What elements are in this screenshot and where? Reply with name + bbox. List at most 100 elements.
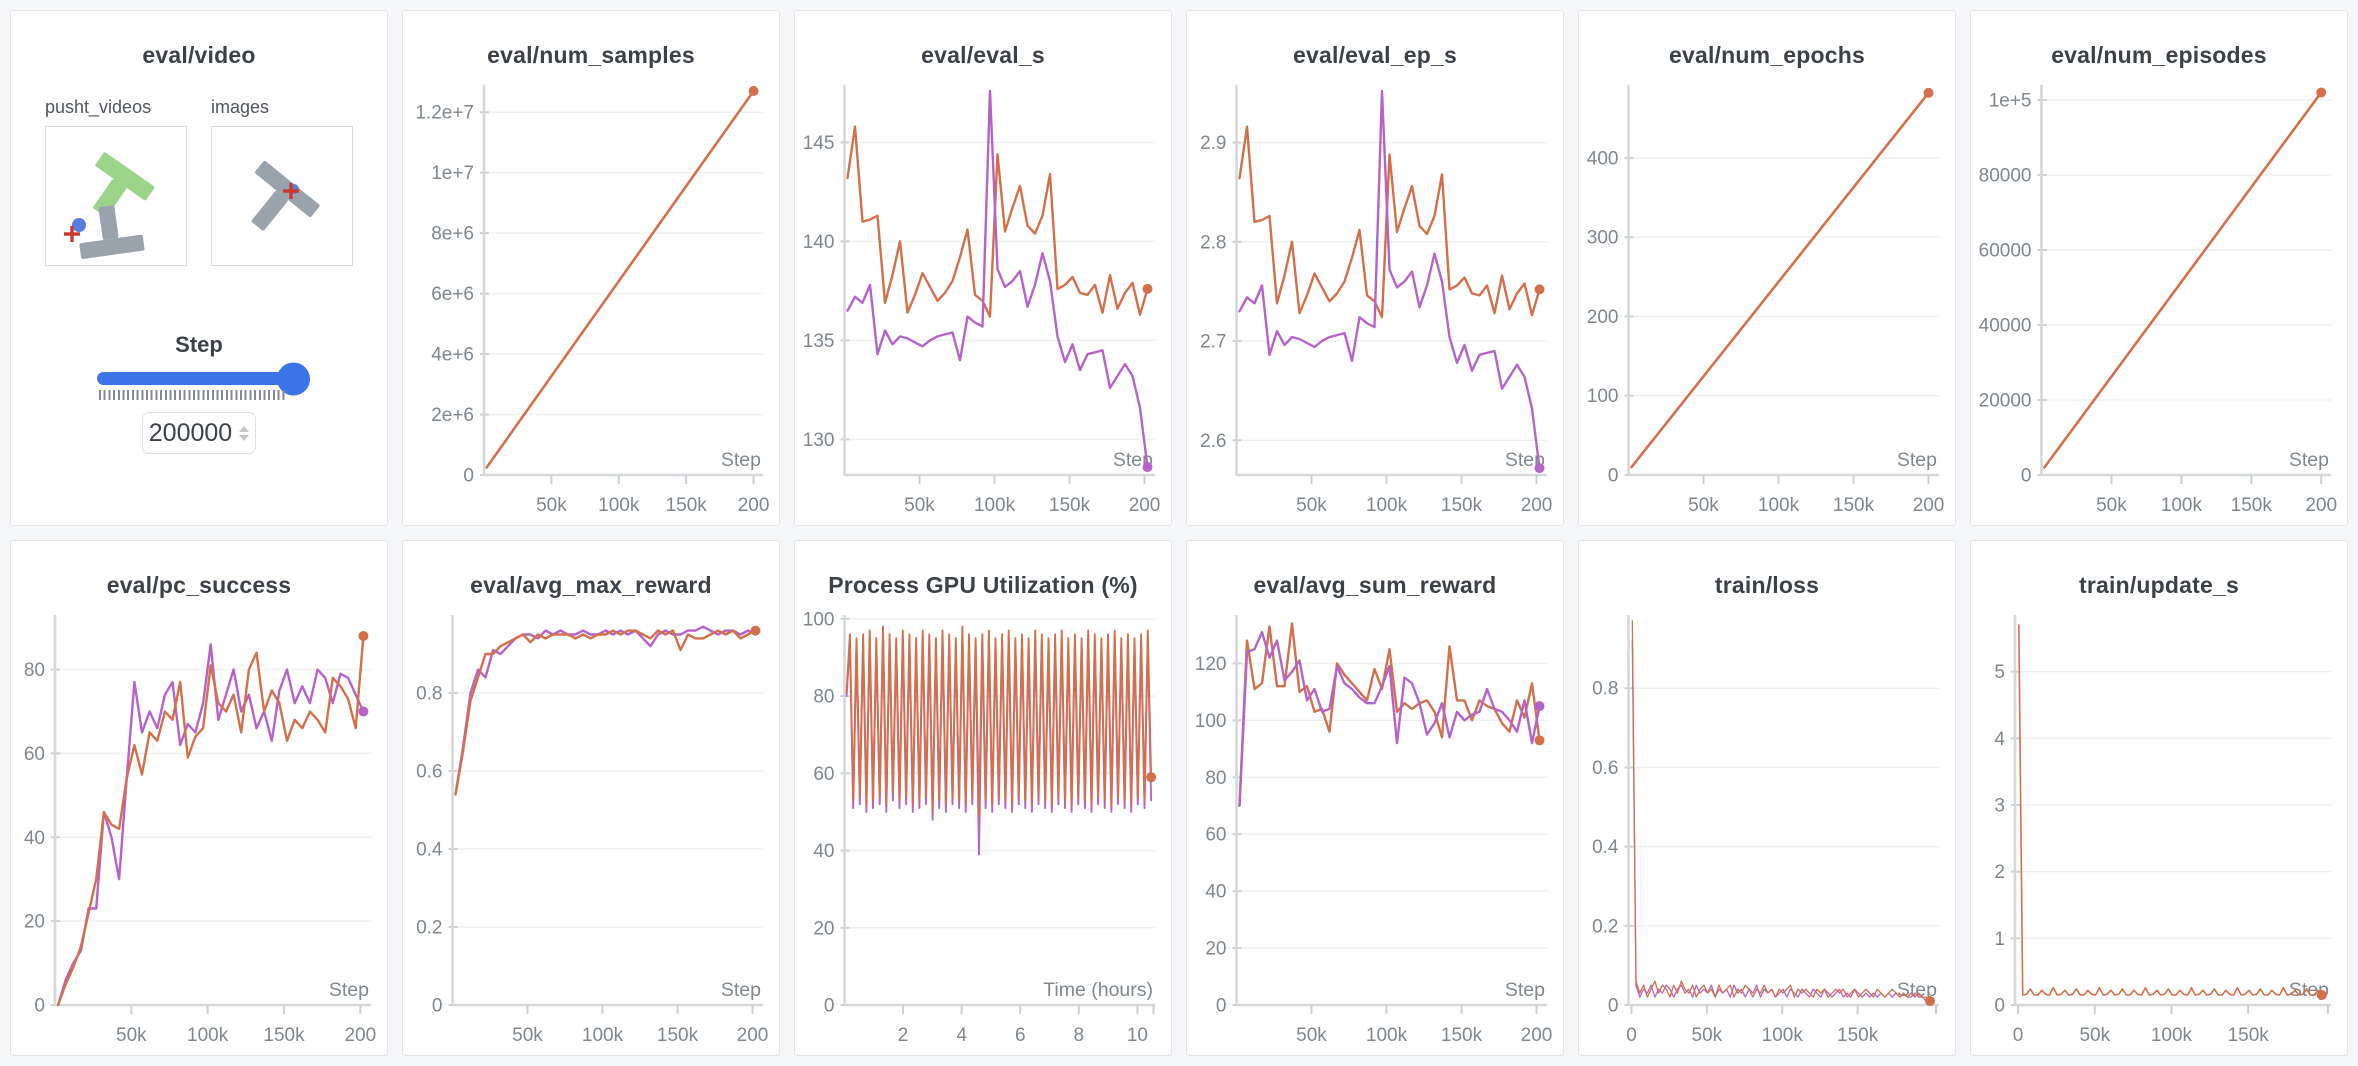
svg-text:1.2e+7: 1.2e+7 — [415, 103, 474, 124]
svg-text:300: 300 — [1587, 228, 1619, 249]
step-slider-label: Step — [175, 332, 223, 357]
svg-text:Step: Step — [1897, 449, 1937, 471]
panel-train-update-s: train/update_s 0 1 2 3 4 5 0 50k 100k 150k Step — [1970, 540, 2348, 1056]
panel-title: eval/video — [142, 42, 256, 68]
line-chart[interactable]: 0 0.2 0.4 0.6 0.8 50k 100k 150k 200 Step — [403, 603, 779, 1055]
panel-title: train/update_s — [2078, 572, 2239, 598]
svg-text:60: 60 — [24, 744, 45, 765]
panel-title: eval/eval_ep_s — [1293, 42, 1457, 68]
panel-title: eval/pc_success — [106, 572, 292, 598]
svg-text:Step: Step — [1505, 449, 1545, 471]
svg-text:100: 100 — [803, 609, 835, 630]
line-chart[interactable]: 2.6 2.7 2.8 2.9 50k 100k 150k 200 Step — [1187, 73, 1563, 525]
panel-eval-num-samples: eval/num_samples 0 2e+6 4e+6 6e+6 8e+6 1e+7 1.… — [402, 10, 780, 526]
gray-t-icon — [251, 160, 320, 231]
media-group-pusht-videos: pusht_videos — [45, 97, 187, 266]
svg-text:150k: 150k — [666, 495, 708, 516]
line-chart[interactable]: 0 100 200 300 400 50k 100k 150k 200 Step — [1579, 73, 1955, 525]
svg-text:50k: 50k — [116, 1025, 147, 1046]
pusht-scene-icon — [64, 152, 155, 259]
svg-text:80: 80 — [24, 660, 45, 681]
image-thumbnail[interactable] — [211, 126, 353, 266]
step-slider[interactable] — [96, 362, 310, 395]
svg-text:50k: 50k — [512, 1025, 543, 1046]
panel-title: eval/avg_max_reward — [470, 572, 712, 598]
svg-text:Step: Step — [721, 449, 761, 471]
panel-eval-video: eval/video pusht_videos — [10, 10, 388, 526]
svg-text:2.9: 2.9 — [1200, 133, 1226, 154]
svg-text:0: 0 — [1608, 466, 1619, 487]
svg-text:130: 130 — [803, 430, 835, 451]
svg-text:1: 1 — [1994, 929, 2005, 950]
svg-text:0: 0 — [1994, 996, 2005, 1017]
svg-text:6: 6 — [1015, 1025, 1026, 1046]
svg-text:200: 200 — [1587, 307, 1619, 328]
line-chart[interactable]: 0 20000 40000 60000 80000 1e+5 50k 100k 150k 200 S… — [1971, 73, 2347, 525]
media-thumbnails: pusht_videos — [11, 97, 387, 266]
svg-text:2.6: 2.6 — [1200, 431, 1226, 452]
svg-text:0.2: 0.2 — [1592, 916, 1618, 937]
panel-eval-num-epochs: eval/num_epochs 0 100 200 300 400 50k 100k 150k… — [1578, 10, 1956, 526]
svg-text:0.4: 0.4 — [416, 840, 443, 861]
svg-text:Step: Step — [329, 979, 369, 1001]
svg-text:50k: 50k — [1692, 1025, 1723, 1046]
media-label: pusht_videos — [45, 97, 152, 117]
svg-text:1e+7: 1e+7 — [431, 163, 474, 184]
svg-text:0: 0 — [432, 996, 443, 1017]
panel-title: eval/num_epochs — [1668, 42, 1866, 68]
panel-eval-num-episodes: eval/num_episodes 0 20000 40000 60000 80000 1… — [1970, 10, 2348, 526]
svg-text:200: 200 — [737, 1025, 769, 1046]
svg-text:6e+6: 6e+6 — [431, 284, 474, 305]
step-number-input[interactable]: 200000 — [142, 412, 256, 454]
svg-text:100k: 100k — [598, 495, 640, 516]
slider-track[interactable] — [96, 362, 310, 395]
svg-text:100k: 100k — [1758, 495, 1800, 516]
svg-text:0.6: 0.6 — [416, 762, 442, 783]
svg-text:0: 0 — [824, 996, 835, 1017]
line-chart[interactable]: 0 0.2 0.4 0.6 0.8 0 50k 100k 150k Step — [1579, 603, 1955, 1055]
svg-text:150k: 150k — [1833, 495, 1875, 516]
svg-text:Time (hours): Time (hours) — [1043, 979, 1153, 1001]
svg-text:60: 60 — [813, 764, 834, 785]
line-chart[interactable]: 0 2e+6 4e+6 6e+6 8e+6 1e+7 1.2e+7 50k 100k 150k 20… — [403, 73, 779, 525]
svg-text:0: 0 — [2021, 466, 2032, 487]
svg-text:0: 0 — [1626, 1025, 1637, 1046]
svg-text:20: 20 — [813, 918, 834, 939]
panel-eval-pc-success: eval/pc_success 0 20 40 60 80 50k 100k 150k 200 S… — [10, 540, 388, 1056]
svg-text:200: 200 — [344, 1025, 376, 1046]
svg-text:135: 135 — [803, 331, 835, 352]
video-thumbnail[interactable] — [45, 126, 187, 266]
svg-text:2: 2 — [1994, 862, 2005, 883]
line-chart[interactable]: 0 20 40 60 80 100 2 4 6 8 10 Time (hours) — [795, 603, 1171, 1055]
svg-text:100k: 100k — [1366, 1025, 1408, 1046]
line-chart[interactable]: 0 20 40 60 80 50k 100k 150k 200 Step — [11, 603, 387, 1055]
svg-text:0: 0 — [1608, 996, 1619, 1017]
media-label: images — [211, 97, 270, 117]
slider-knob[interactable] — [276, 362, 310, 395]
svg-text:0: 0 — [1216, 996, 1227, 1017]
svg-text:200: 200 — [738, 495, 770, 516]
svg-text:Step: Step — [1505, 979, 1545, 1001]
svg-text:60000: 60000 — [1979, 241, 2032, 262]
svg-text:100k: 100k — [2161, 495, 2203, 516]
svg-text:100k: 100k — [582, 1025, 624, 1046]
line-chart[interactable]: 0 20 40 60 80 100 120 50k 100k 150k 200 Step — [1187, 603, 1563, 1055]
panel-title: eval/avg_sum_reward — [1253, 572, 1497, 598]
svg-text:50k: 50k — [1688, 495, 1719, 516]
svg-text:150k: 150k — [1837, 1025, 1879, 1046]
svg-text:150k: 150k — [263, 1025, 305, 1046]
svg-text:20: 20 — [1205, 939, 1226, 960]
spinner-down-icon[interactable] — [239, 434, 250, 441]
svg-text:4e+6: 4e+6 — [431, 345, 474, 366]
svg-text:40000: 40000 — [1979, 316, 2032, 337]
svg-text:140: 140 — [803, 232, 835, 253]
svg-text:20: 20 — [24, 912, 45, 933]
step-value[interactable]: 200000 — [148, 418, 233, 447]
svg-text:200: 200 — [1521, 495, 1553, 516]
svg-text:2e+6: 2e+6 — [431, 405, 474, 426]
spinner-up-icon[interactable] — [239, 425, 250, 432]
svg-text:50k: 50k — [1296, 1025, 1327, 1046]
